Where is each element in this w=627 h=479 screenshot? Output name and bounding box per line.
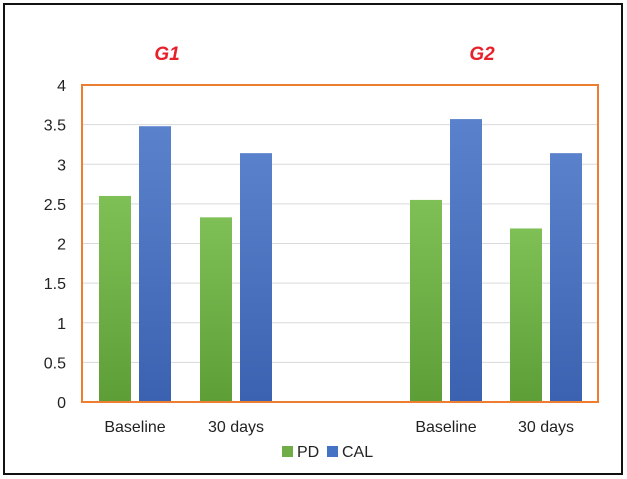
plot-area-border xyxy=(81,84,599,403)
y-tick-label: 0 xyxy=(57,395,66,412)
y-tick-label: 3 xyxy=(57,157,66,174)
bar-cal xyxy=(450,119,482,402)
legend-swatch-cal xyxy=(327,446,338,457)
y-tick-label: 3.5 xyxy=(44,118,66,135)
x-tick-label: 30 days xyxy=(208,419,264,436)
legend-label-cal: CAL xyxy=(342,444,373,461)
bar-pd xyxy=(200,217,232,402)
legend-label-pd: PD xyxy=(297,444,319,461)
bar-pd xyxy=(410,199,442,402)
y-tick-label: 2 xyxy=(57,237,66,254)
legend-swatch-pd xyxy=(282,446,293,457)
x-tick-label: 30 days xyxy=(518,419,574,436)
bar-cal xyxy=(550,153,582,402)
x-axis-ticks: Baseline 30 days Baseline 30 days xyxy=(104,419,574,436)
bar-cal xyxy=(139,126,171,403)
y-tick-label: 1.5 xyxy=(44,276,66,293)
group-label: G2 xyxy=(469,44,495,65)
y-axis-ticks: 0 0.5 1 1.5 2 2.5 3 3.5 4 xyxy=(44,78,66,412)
bar-pd xyxy=(510,228,542,402)
y-tick-label: 4 xyxy=(57,78,66,95)
bar-cal xyxy=(240,153,272,402)
group-labels: G1 G2 xyxy=(154,44,495,65)
legend: PD CAL xyxy=(282,444,373,461)
y-tick-label: 1 xyxy=(57,316,66,333)
bar-pd xyxy=(99,195,131,402)
group-label: G1 xyxy=(154,44,179,65)
y-tick-label: 2.5 xyxy=(44,197,66,214)
y-tick-label: 0.5 xyxy=(44,355,66,372)
x-tick-label: Baseline xyxy=(415,419,476,436)
bars xyxy=(99,119,582,403)
x-tick-label: Baseline xyxy=(104,419,165,436)
